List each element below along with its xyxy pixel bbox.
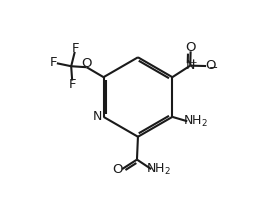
- Text: N: N: [92, 110, 102, 123]
- Text: N: N: [185, 59, 195, 72]
- Text: F: F: [72, 42, 79, 55]
- Text: +: +: [189, 58, 197, 67]
- Text: F: F: [69, 78, 76, 91]
- Text: −: −: [209, 63, 219, 73]
- Text: O: O: [82, 57, 92, 70]
- Text: O: O: [185, 41, 196, 54]
- Text: O: O: [206, 59, 216, 72]
- Text: NH$_2$: NH$_2$: [146, 162, 171, 177]
- Text: F: F: [50, 56, 57, 69]
- Text: NH$_2$: NH$_2$: [183, 114, 208, 129]
- Text: O: O: [112, 163, 123, 176]
